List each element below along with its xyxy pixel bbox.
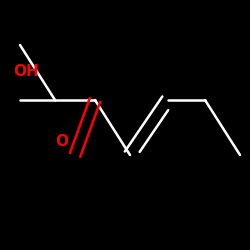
Text: OH: OH	[14, 64, 39, 79]
Text: O: O	[55, 134, 68, 149]
